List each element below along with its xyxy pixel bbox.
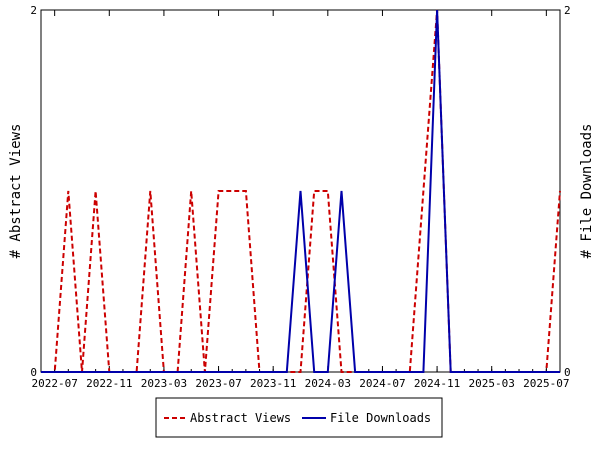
x-tick-label: 2024-07 bbox=[359, 377, 405, 390]
x-tick-label: 2025-03 bbox=[469, 377, 515, 390]
x-tick-label: 2022-07 bbox=[31, 377, 77, 390]
x-tick-label: 2023-07 bbox=[195, 377, 241, 390]
legend-label: File Downloads bbox=[330, 411, 431, 425]
x-tick-label: 2022-11 bbox=[86, 377, 132, 390]
y-left-tick-label: 2 bbox=[30, 4, 37, 17]
x-tick-label: 2023-11 bbox=[250, 377, 296, 390]
legend-label: Abstract Views bbox=[190, 411, 291, 425]
x-tick-label: 2024-03 bbox=[305, 377, 351, 390]
x-tick-label: 2024-11 bbox=[414, 377, 460, 390]
y-axis-title-left: # Abstract Views bbox=[8, 124, 24, 259]
y-axis-title-right: # File Downloads bbox=[579, 124, 595, 259]
legend-box bbox=[155, 397, 443, 438]
x-tick-label: 2023-03 bbox=[141, 377, 187, 390]
y-left-tick-label: 0 bbox=[30, 366, 37, 379]
series-line-file-downloads bbox=[41, 9, 560, 373]
y-right-tick-label: 2 bbox=[564, 4, 571, 17]
y-right-tick-label: 0 bbox=[564, 366, 571, 379]
x-tick-label: 2025-07 bbox=[523, 377, 569, 390]
